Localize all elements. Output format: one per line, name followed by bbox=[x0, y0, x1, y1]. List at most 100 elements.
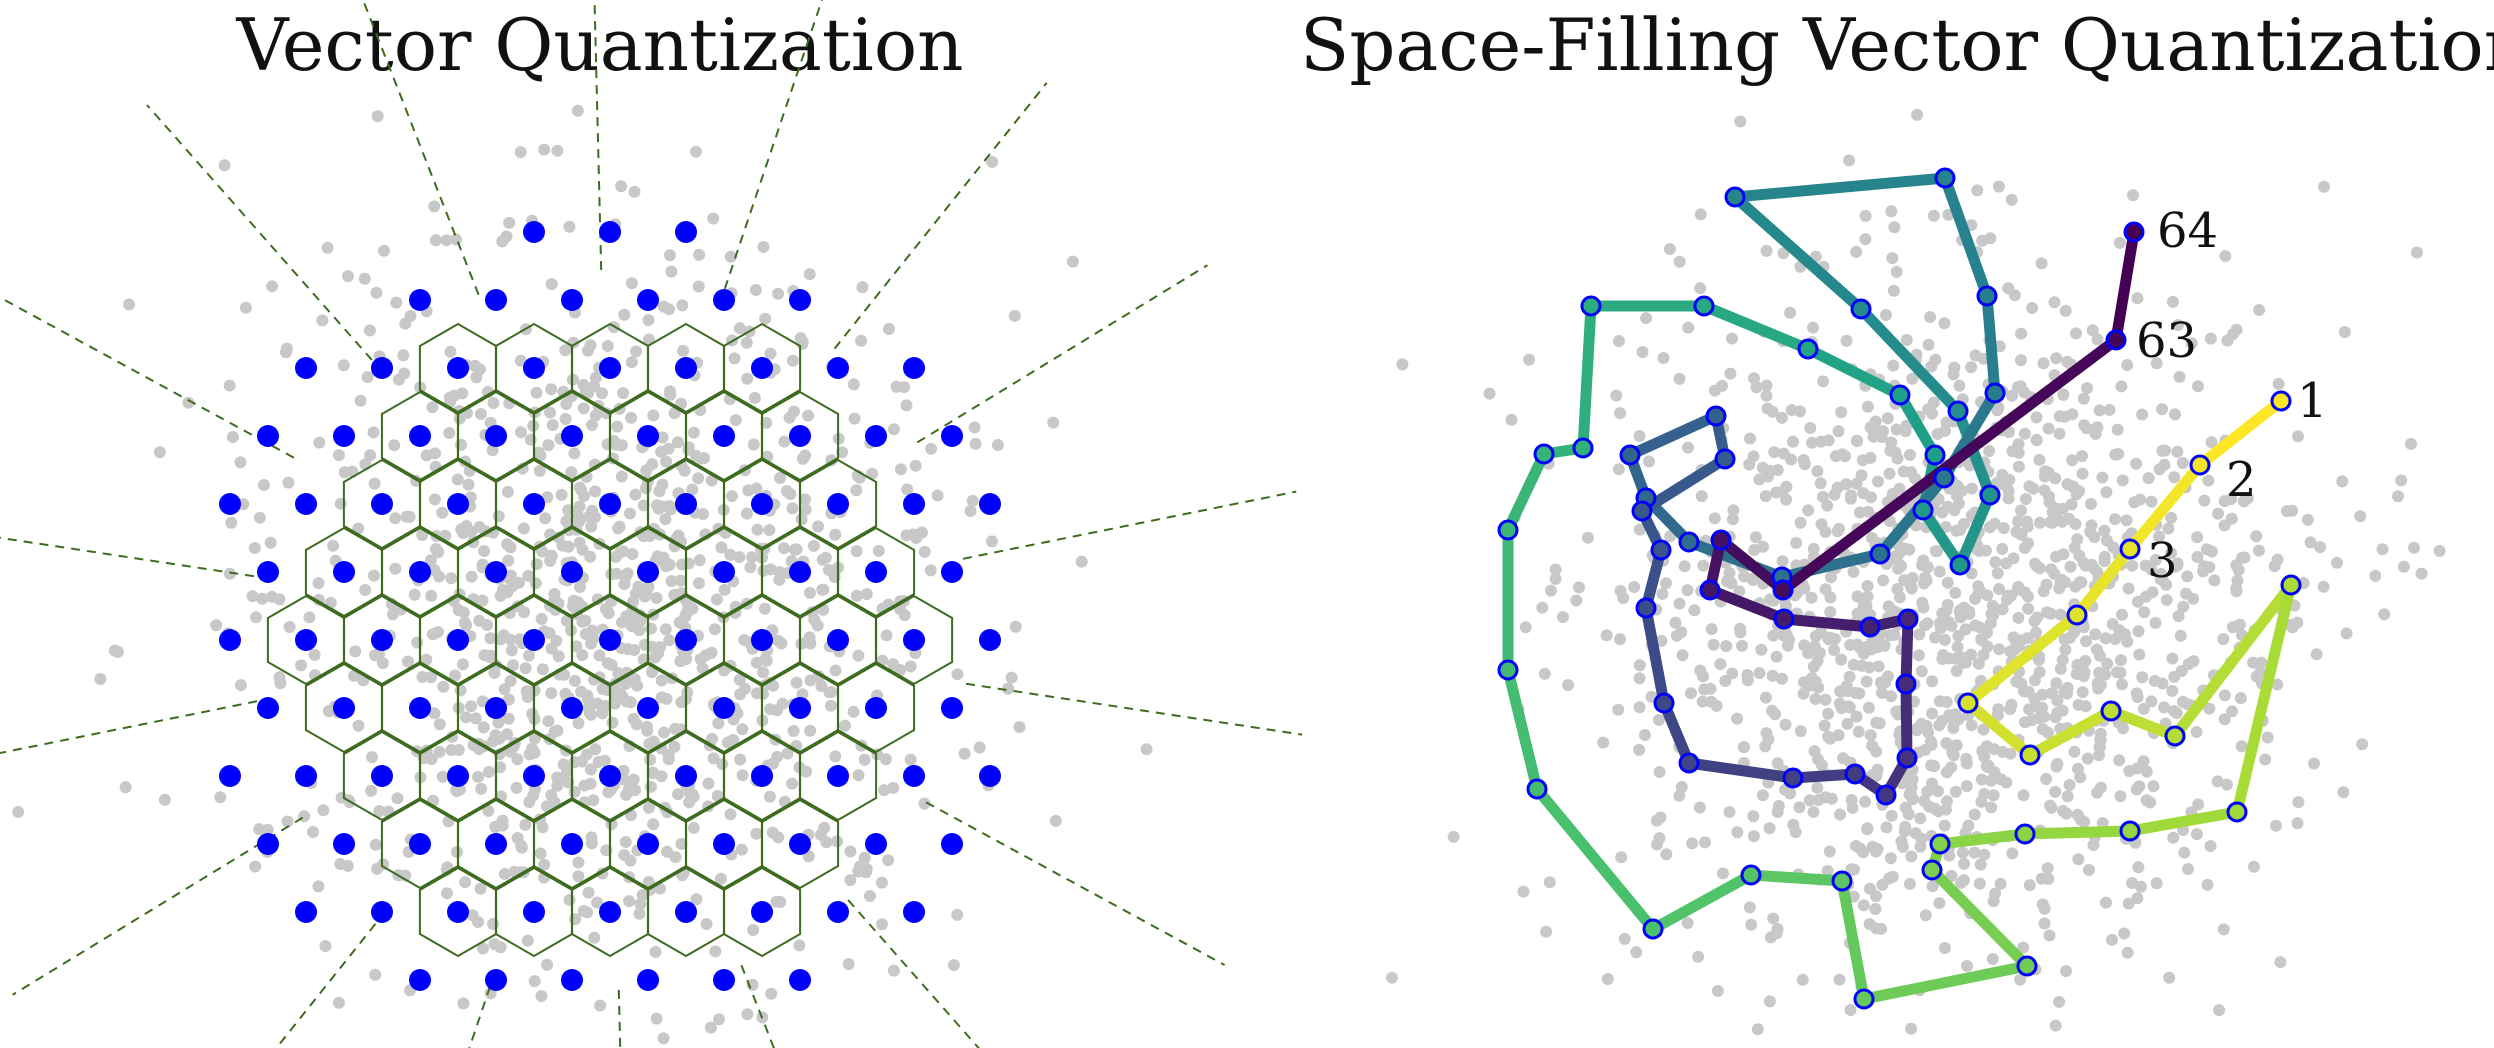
vq-sample-point bbox=[541, 958, 554, 971]
vq-sample-point bbox=[390, 296, 403, 309]
vq-sample-point bbox=[702, 777, 715, 790]
sfvq-sample-point bbox=[2076, 686, 2089, 699]
sfvq-sample-point bbox=[1927, 396, 1940, 409]
sfvq-sample-point bbox=[2238, 551, 2251, 564]
vq-sample-point bbox=[332, 449, 345, 462]
vq-sample-point bbox=[744, 561, 757, 574]
vq-sample-point bbox=[765, 987, 778, 1000]
vq-sample-point bbox=[848, 412, 861, 425]
sfvq-sample-point bbox=[2204, 840, 2217, 852]
sfvq-sample-point bbox=[1884, 852, 1897, 865]
curve-segment bbox=[1981, 290, 2001, 399]
sfvq-sample-point bbox=[2081, 752, 2094, 765]
vq-sample-point bbox=[650, 1012, 663, 1025]
sfvq-sample-point bbox=[2100, 896, 2112, 909]
sfvq-sample-point bbox=[1832, 425, 1845, 438]
vq-sample-point bbox=[612, 667, 625, 680]
vq-sample-point bbox=[829, 664, 842, 677]
vq-sample-point bbox=[804, 674, 817, 687]
sfvq-sample-point bbox=[1545, 584, 1557, 597]
sfvq-sample-point bbox=[1736, 639, 1748, 652]
curve-vertex bbox=[1924, 444, 1946, 466]
curve-vertex bbox=[1678, 752, 1700, 774]
vq-sample-point bbox=[458, 616, 471, 629]
sfvq-sample-point bbox=[1760, 389, 1773, 402]
curve-vertex bbox=[1497, 519, 1519, 541]
vq-centroid bbox=[789, 697, 811, 719]
curve-segment bbox=[2071, 543, 2136, 621]
sfvq-sample-point bbox=[2012, 611, 2025, 624]
vq-sample-point bbox=[633, 907, 646, 920]
vq-sample-point bbox=[795, 513, 808, 526]
sfvq-sample-point bbox=[2054, 608, 2067, 621]
vq-sample-point bbox=[591, 697, 604, 710]
sfvq-sample-point bbox=[1989, 887, 2002, 900]
vq-sample-point bbox=[764, 347, 777, 360]
sfvq-sample-point bbox=[1763, 995, 1776, 1008]
sfvq-sample-point bbox=[1811, 781, 1824, 794]
vq-centroid bbox=[561, 969, 583, 991]
sfvq-sample-point bbox=[2356, 738, 2369, 751]
vq-sample-point bbox=[425, 589, 438, 602]
sfvq-sample-point bbox=[2029, 626, 2042, 639]
sfvq-sample-point bbox=[2248, 860, 2260, 873]
vq-sample-point bbox=[1008, 309, 1021, 322]
sfvq-sample-point bbox=[1807, 806, 1820, 818]
sfvq-sample-point bbox=[2115, 380, 2128, 393]
vq-centroid bbox=[941, 697, 963, 719]
sfvq-sample-point bbox=[1543, 876, 1556, 889]
voronoi-cell bbox=[760, 390, 840, 482]
sfvq-sample-point bbox=[1928, 760, 1941, 773]
vq-sample-point bbox=[727, 734, 740, 746]
vq-sample-point bbox=[456, 658, 469, 671]
curve-vertex bbox=[1896, 747, 1918, 769]
vq-sample-point bbox=[625, 411, 638, 424]
sfvq-sample-point bbox=[1974, 858, 1987, 871]
sfvq-sample-point bbox=[2028, 692, 2041, 705]
vq-sample-point bbox=[528, 975, 541, 988]
sfvq-sample-point bbox=[2177, 600, 2190, 613]
sfvq-sample-point bbox=[1688, 604, 1701, 617]
vq-centroid bbox=[409, 425, 431, 447]
curve-segment bbox=[1962, 609, 2083, 709]
sfvq-sample-point bbox=[2033, 712, 2046, 724]
sfvq-sample-point bbox=[1991, 404, 2004, 417]
sfvq-sample-point bbox=[2033, 453, 2046, 466]
vq-sample-point bbox=[726, 490, 738, 503]
vq-sample-point bbox=[308, 648, 321, 661]
sfvq-sample-point bbox=[2220, 778, 2233, 791]
curve-vertex bbox=[1921, 859, 1943, 881]
vq-sample-point bbox=[890, 380, 903, 393]
sfvq-sample-point bbox=[1780, 480, 1793, 493]
sfvq-sample-point bbox=[2103, 403, 2116, 416]
vq-sample-point bbox=[844, 874, 857, 887]
voronoi-boundary-dashed bbox=[965, 682, 1303, 736]
vq-sample-point bbox=[651, 499, 663, 512]
sfvq-sample-point bbox=[1660, 848, 1673, 861]
sfvq-sample-point bbox=[1819, 525, 1832, 538]
sfvq-sample-point bbox=[1829, 450, 1842, 463]
vq-sample-point bbox=[440, 234, 453, 247]
sfvq-sample-point bbox=[2225, 493, 2238, 505]
sfvq-sample-point bbox=[2166, 652, 2179, 665]
vq-sample-point bbox=[501, 728, 513, 741]
sfvq-sample-point bbox=[2271, 553, 2284, 566]
vq-centroid bbox=[789, 561, 811, 583]
curve-vertex bbox=[1724, 186, 1746, 208]
vq-centroid bbox=[447, 493, 469, 515]
vq-sample-point bbox=[218, 159, 231, 172]
vq-sample-point bbox=[562, 540, 575, 553]
sfvq-sample-point bbox=[1941, 576, 1954, 589]
curve-segment bbox=[1640, 602, 1670, 709]
vq-sample-point bbox=[573, 500, 586, 513]
vq-sample-point bbox=[674, 574, 687, 587]
vq-sample-point bbox=[904, 753, 917, 766]
vq-sample-point bbox=[736, 723, 749, 736]
vq-sample-point bbox=[386, 608, 399, 621]
vq-centroid bbox=[485, 969, 507, 991]
vq-sample-point bbox=[429, 234, 442, 247]
vq-sample-point bbox=[650, 592, 663, 604]
sfvq-sample-point bbox=[2115, 654, 2127, 667]
sfvq-sample-point bbox=[1840, 334, 1853, 347]
vq-sample-point bbox=[852, 769, 865, 782]
